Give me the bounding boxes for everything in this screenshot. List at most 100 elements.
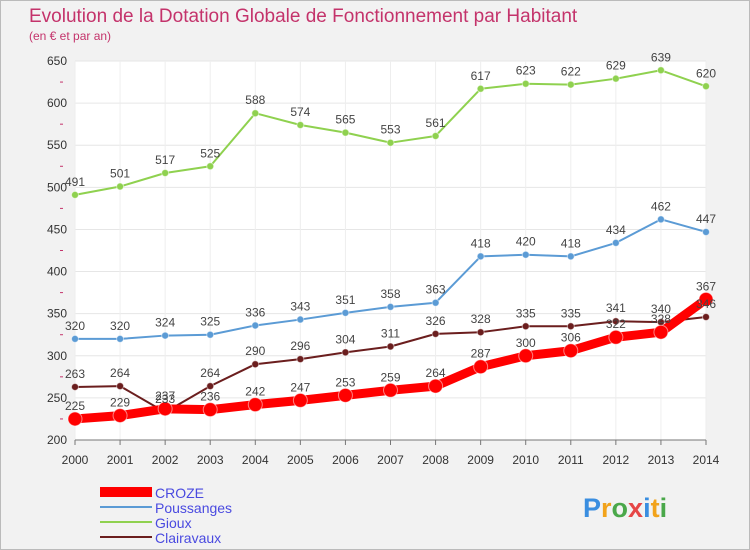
data-point-clairavaux (432, 330, 439, 337)
data-point-croze (203, 403, 217, 417)
data-label-poussanges: 462 (651, 199, 671, 213)
data-point-poussanges (387, 303, 394, 310)
data-point-clairavaux (477, 329, 484, 336)
data-label-gioux: 561 (426, 116, 446, 130)
y-tick-label: 200 (47, 433, 67, 447)
data-point-poussanges (297, 316, 304, 323)
data-point-croze (293, 393, 307, 407)
data-label-croze: 306 (561, 331, 581, 345)
data-label-gioux: 639 (651, 50, 671, 64)
data-point-croze (68, 412, 82, 426)
x-tick-label: 2009 (467, 453, 494, 467)
data-label-gioux: 623 (516, 64, 536, 78)
data-label-poussanges: 418 (561, 236, 581, 250)
data-label-gioux: 491 (65, 175, 85, 189)
brand-letter: r (601, 493, 612, 523)
data-label-poussanges: 324 (155, 316, 175, 330)
data-label-clairavaux: 296 (290, 339, 310, 353)
y-tick-label: 400 (47, 265, 67, 279)
data-point-clairavaux (703, 314, 710, 321)
data-label-clairavaux: 311 (381, 327, 400, 341)
x-tick-label: 2005 (287, 453, 314, 467)
data-point-clairavaux (342, 349, 349, 356)
proxiti-logo: Proxiti (583, 493, 667, 523)
line-chart: 2002503003504004505005506006502000 2001 20… (0, 0, 750, 550)
data-label-gioux: 588 (245, 93, 265, 107)
legend: CROZEPoussangesGiouxClairavaux (100, 485, 232, 546)
data-label-croze: 242 (245, 385, 265, 399)
x-tick-label: 2002 (152, 453, 179, 467)
data-label-gioux: 620 (696, 66, 716, 80)
data-label-gioux: 517 (155, 153, 175, 167)
data-point-croze (429, 379, 443, 393)
data-label-croze: 287 (471, 347, 491, 361)
data-label-clairavaux: 346 (696, 297, 716, 311)
y-tick-label: 550 (47, 138, 67, 152)
y-tick-label: 300 (47, 349, 67, 363)
data-label-gioux: 565 (335, 113, 355, 127)
data-point-gioux (657, 67, 664, 74)
data-label-poussanges: 343 (290, 300, 310, 314)
data-label-poussanges: 363 (426, 283, 446, 297)
data-label-poussanges: 447 (696, 212, 716, 226)
data-point-gioux (612, 75, 619, 82)
data-label-gioux: 617 (471, 69, 491, 83)
data-point-poussanges (117, 335, 124, 342)
data-label-gioux: 553 (380, 123, 400, 137)
data-point-poussanges (207, 331, 214, 338)
data-point-gioux (162, 170, 169, 177)
data-label-poussanges: 320 (65, 319, 85, 333)
data-label-croze: 225 (65, 399, 85, 413)
data-label-clairavaux: 335 (561, 306, 581, 320)
data-point-gioux (207, 163, 214, 170)
data-point-gioux (387, 139, 394, 146)
data-label-poussanges: 320 (110, 319, 130, 333)
data-point-poussanges (72, 335, 79, 342)
data-point-poussanges (342, 309, 349, 316)
data-label-croze: 367 (696, 279, 716, 293)
data-label-gioux: 622 (561, 65, 581, 79)
data-point-gioux (703, 83, 710, 90)
data-label-poussanges: 336 (245, 305, 265, 319)
data-label-gioux: 629 (606, 59, 626, 73)
data-point-croze (564, 344, 578, 358)
x-tick-label: 2008 (422, 453, 449, 467)
data-point-croze (654, 325, 668, 339)
data-point-gioux (117, 183, 124, 190)
data-point-gioux (72, 191, 79, 198)
data-point-gioux (567, 81, 574, 88)
data-point-croze (113, 409, 127, 423)
data-point-croze (609, 330, 623, 344)
data-label-croze: 328 (651, 312, 671, 326)
data-point-croze (248, 398, 262, 412)
data-point-poussanges (657, 216, 664, 223)
data-point-croze (474, 360, 488, 374)
y-tick-label: 600 (47, 96, 67, 110)
data-label-gioux: 525 (200, 146, 220, 160)
data-point-clairavaux (297, 356, 304, 363)
data-label-croze: 264 (426, 366, 446, 380)
data-point-gioux (297, 122, 304, 129)
y-tick-label: 650 (47, 54, 67, 68)
data-point-gioux (342, 129, 349, 136)
data-point-gioux (522, 80, 529, 87)
x-tick-label: 2011 (558, 453, 584, 467)
data-label-clairavaux: 328 (471, 312, 491, 326)
data-point-clairavaux (207, 383, 214, 390)
data-point-poussanges (477, 253, 484, 260)
data-point-poussanges (432, 299, 439, 306)
data-label-croze: 253 (335, 375, 355, 389)
x-tick-label: 2003 (197, 453, 224, 467)
x-tick-label: 2000 (62, 453, 89, 467)
data-point-croze (384, 383, 398, 397)
data-label-poussanges: 358 (380, 287, 400, 301)
data-label-gioux: 574 (290, 105, 310, 119)
data-point-poussanges (162, 332, 169, 339)
data-label-croze: 247 (290, 380, 310, 394)
data-point-clairavaux (522, 323, 529, 330)
x-tick-label: 2001 (107, 453, 134, 467)
legend-label-poussanges: Poussanges (155, 500, 232, 516)
data-point-clairavaux (387, 343, 394, 350)
brand-letter: o (612, 493, 629, 523)
brand-letter: t (651, 493, 660, 523)
